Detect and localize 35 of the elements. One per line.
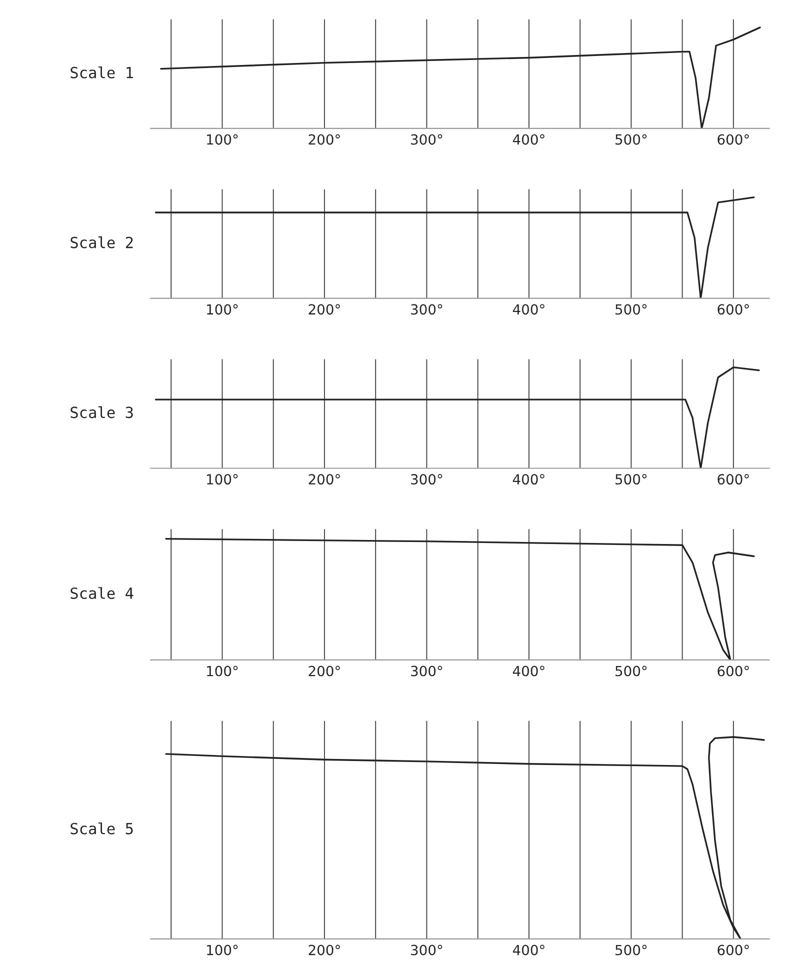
x-tick-label: 400° (512, 134, 544, 145)
x-tick-label: 600° (718, 134, 749, 145)
x-tick-label: 600° (718, 666, 749, 676)
x-tick-label: 400° (512, 474, 544, 485)
x-tick-label: 600° (718, 304, 749, 315)
x-tick-label: 200° (308, 304, 340, 315)
y-axis-title: Scale 1 (70, 66, 133, 78)
x-tick-label: 100° (207, 304, 238, 315)
x-tick-label: 100° (207, 944, 238, 956)
x-tick-label: 100° (207, 474, 238, 485)
x-tick-label: 600° (718, 944, 749, 956)
x-tick-label: 300° (411, 474, 442, 485)
x-tick-label: 500° (616, 944, 647, 956)
x-tick-label: 400° (512, 666, 544, 676)
x-tick-label: 100° (207, 134, 238, 145)
y-axis-title: Scale 3 (70, 406, 133, 418)
x-tick-label: 100° (207, 666, 238, 676)
x-tick-label: 500° (616, 134, 647, 145)
x-tick-label: 400° (512, 304, 544, 315)
x-tick-label: 600° (718, 474, 749, 485)
y-axis-title: Scale 4 (70, 587, 134, 600)
x-tick-label: 400° (512, 944, 544, 956)
y-axis-title: Scale 2 (70, 236, 133, 248)
x-tick-label: 500° (616, 666, 647, 676)
x-tick-label: 200° (308, 944, 340, 956)
x-tick-label: 200° (308, 666, 340, 676)
x-tick-label: 300° (411, 666, 442, 676)
x-tick-label: 500° (616, 474, 647, 485)
y-axis-title: Scale 5 (70, 822, 133, 834)
x-tick-label: 200° (308, 134, 340, 145)
x-tick-label: 500° (616, 304, 647, 315)
x-tick-label: 300° (411, 304, 442, 315)
x-tick-label: 200° (308, 474, 340, 485)
x-tick-label: 300° (411, 134, 442, 145)
x-tick-label: 300° (411, 944, 442, 956)
